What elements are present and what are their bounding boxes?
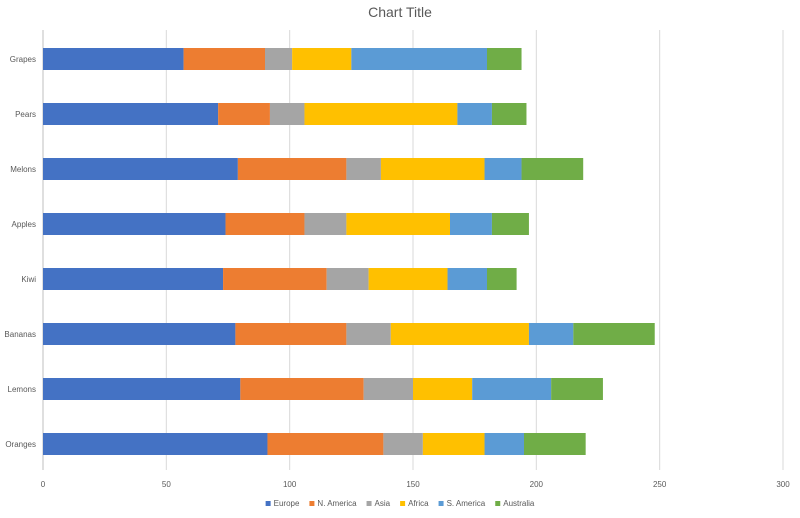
chart-title: Chart Title (368, 4, 432, 20)
bar-segment (457, 103, 492, 125)
legend-label: Asia (375, 499, 391, 508)
bar-segment (351, 48, 487, 70)
x-tick-label: 200 (530, 480, 544, 489)
bar-segment (491, 213, 529, 235)
bar-segment (267, 433, 384, 455)
x-tick-label: 50 (162, 480, 171, 489)
x-tick-label: 300 (776, 480, 790, 489)
bar-segment (237, 158, 347, 180)
bar-segment (43, 268, 224, 290)
bar-segment (528, 323, 574, 345)
bar-segment (573, 323, 655, 345)
bar-segment (218, 103, 270, 125)
legend-label: S. America (447, 499, 486, 508)
bar-segment (43, 213, 226, 235)
bar-segment (447, 268, 487, 290)
bar-segment (304, 213, 347, 235)
legend-swatch (438, 501, 444, 506)
bar-segment (292, 48, 352, 70)
category-label: Melons (10, 165, 36, 174)
category-label: Bananas (4, 330, 36, 339)
bar-segment (524, 433, 586, 455)
x-tick-label: 100 (283, 480, 297, 489)
bar-segment (346, 213, 450, 235)
bar-segment (240, 378, 364, 400)
bar-segment (521, 158, 584, 180)
legend-swatch (366, 501, 372, 506)
bar-segment (368, 268, 448, 290)
category-label: Kiwi (21, 275, 36, 284)
x-tick-label: 150 (406, 480, 420, 489)
bar-segment (450, 213, 492, 235)
bar-segment (487, 48, 522, 70)
bar-segment (304, 103, 458, 125)
bar-segment (484, 433, 524, 455)
gridlines (42, 30, 784, 470)
legend-label: Europe (274, 499, 300, 508)
category-label: Lemons (8, 385, 36, 394)
bar-segment (326, 268, 369, 290)
bar-segment (225, 213, 305, 235)
category-label: Oranges (5, 440, 36, 449)
bar-segment (43, 433, 268, 455)
legend-swatch (400, 501, 406, 506)
bar-segment (380, 158, 485, 180)
value-axis-labels: 0 50 100 150 200 250 300 (41, 480, 790, 489)
x-tick-label: 0 (41, 480, 46, 489)
x-tick-label: 250 (653, 480, 667, 489)
bar-segment (422, 433, 485, 455)
bar-segment (265, 48, 293, 70)
bar-segment (484, 158, 522, 180)
legend-swatch (265, 501, 271, 506)
legend-label: Africa (408, 499, 429, 508)
bar-segment (363, 378, 413, 400)
bar-segment (383, 433, 423, 455)
bar-segment (269, 103, 305, 125)
bars (43, 48, 655, 455)
category-label: Pears (15, 110, 36, 119)
bar-segment (183, 48, 265, 70)
bar-segment (43, 103, 219, 125)
bar-segment (390, 323, 529, 345)
legend-swatch (495, 501, 501, 506)
bar-segment (346, 158, 381, 180)
bar-segment (472, 378, 552, 400)
bar-segment (551, 378, 603, 400)
bar-segment (43, 378, 241, 400)
category-axis-labels: Grapes Pears Melons Apples Kiwi Bananas Lemons… (4, 55, 36, 449)
bar-segment (413, 378, 473, 400)
legend-label: Australia (503, 499, 535, 508)
bar-segment (43, 48, 184, 70)
bar-segment (491, 103, 527, 125)
category-label: Grapes (10, 55, 36, 64)
legend-swatch (309, 501, 315, 506)
bar-segment (223, 268, 327, 290)
bar-segment (235, 323, 347, 345)
bar-segment (487, 268, 517, 290)
category-label: Apples (12, 220, 36, 229)
bar-segment (346, 323, 391, 345)
bar-segment (43, 323, 236, 345)
bar-segment (43, 158, 238, 180)
legend-label: N. America (317, 499, 357, 508)
legend: Europe N. America Asia Africa S. America Aust… (265, 499, 535, 508)
